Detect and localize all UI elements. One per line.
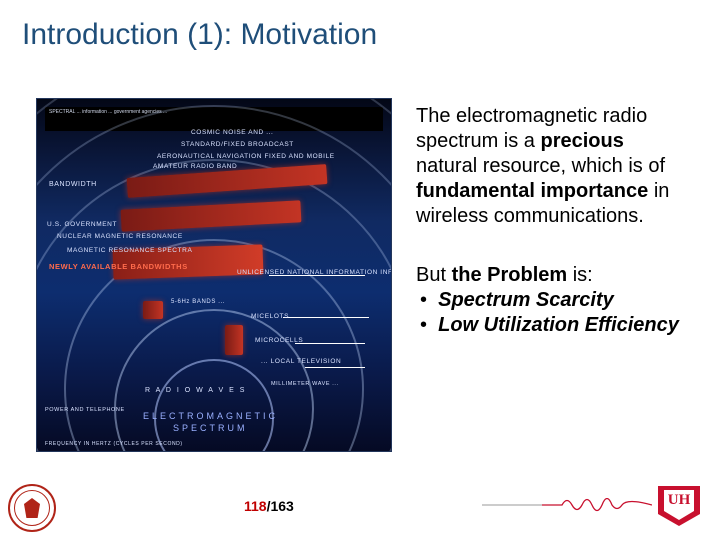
fig-label: MILLIMETER WAVE ... <box>271 381 339 387</box>
right-text-block: The electromagnetic radio spectrum is a … <box>416 98 690 452</box>
page-number: 118/163 <box>244 498 294 514</box>
bandwidth-bar <box>143 301 163 319</box>
bandwidth-bar <box>225 325 243 355</box>
bullet-row: • Spectrum Scarcity <box>420 289 614 311</box>
fig-label: COSMIC NOISE AND ... <box>191 129 273 136</box>
paragraph-2: But the Problem is: • Spectrum Scarcity … <box>416 263 690 338</box>
fig-label-radiowaves: R A D I O W A V E S <box>145 387 246 394</box>
fig-label: NUCLEAR MAGNETIC RESONANCE <box>57 233 183 240</box>
fig-label: U.S. GOVERNMENT <box>47 221 117 228</box>
slide-title: Introduction (1): Motivation <box>22 18 377 52</box>
p1-bold2: fundamental importance <box>416 180 648 202</box>
content-row: SPECTRAL ... information ... government … <box>36 98 690 452</box>
fig-label: ... LOCAL TELEVISION <box>261 359 341 366</box>
p2-problem: the Problem <box>452 264 568 286</box>
fig-label: POWER AND TELEPHONE <box>45 407 125 413</box>
fig-label-newly: NEWLY AVAILABLE BANDWIDTHS <box>49 263 188 271</box>
fig-label-es: ELECTROMAGNETIC <box>143 411 278 421</box>
fig-label: UNLICENSED NATIONAL INFORMATION INFRASTR… <box>237 269 392 276</box>
p1-bold1: precious <box>540 130 623 152</box>
fig-label-es: SPECTRUM <box>173 423 248 433</box>
waveform-icon <box>482 498 652 512</box>
fig-label: 5-6Hz BANDS ... <box>171 299 225 305</box>
bullet-1: Spectrum Scarcity <box>438 289 614 311</box>
fig-label: MICELOTS <box>251 313 289 320</box>
fig-label: MAGNETIC RESONANCE SPECTRA <box>67 247 192 254</box>
leader-line <box>305 367 365 368</box>
p1-mid: natural resource, which is of <box>416 155 665 177</box>
leader-line <box>283 317 369 318</box>
paragraph-1: The electromagnetic radio spectrum is a … <box>416 104 690 229</box>
bullet-row: • Low Utilization Efficiency <box>420 314 679 336</box>
p2-lead: But <box>416 264 452 286</box>
uh-logo-icon: UH <box>658 486 700 526</box>
fig-label: BANDWIDTH <box>49 181 97 188</box>
fig-label: FREQUENCY IN HERTZ (CYCLES PER SECOND) <box>45 441 183 447</box>
p2-after: is: <box>567 264 593 286</box>
fig-label: AMATEUR RADIO BAND <box>153 163 237 170</box>
page-current: 118 <box>244 498 267 514</box>
page-total: 163 <box>270 498 293 514</box>
fig-label: AERONAUTICAL NAVIGATION FIXED AND MOBILE <box>157 153 335 160</box>
bullet-2: Low Utilization Efficiency <box>438 314 679 336</box>
fig-label: STANDARD/FIXED BROADCAST <box>181 141 294 148</box>
spectrum-figure: SPECTRAL ... information ... government … <box>36 98 392 452</box>
university-seal-icon <box>8 484 56 532</box>
fig-label: MICROCELLS <box>255 337 303 344</box>
leader-line <box>295 343 365 344</box>
